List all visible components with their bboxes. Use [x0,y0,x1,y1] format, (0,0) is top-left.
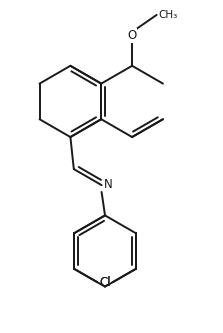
Text: Cl: Cl [99,276,111,289]
Text: CH₃: CH₃ [159,10,178,20]
Text: Cl: Cl [99,276,111,289]
Text: N: N [104,178,113,191]
Text: O: O [128,29,137,42]
